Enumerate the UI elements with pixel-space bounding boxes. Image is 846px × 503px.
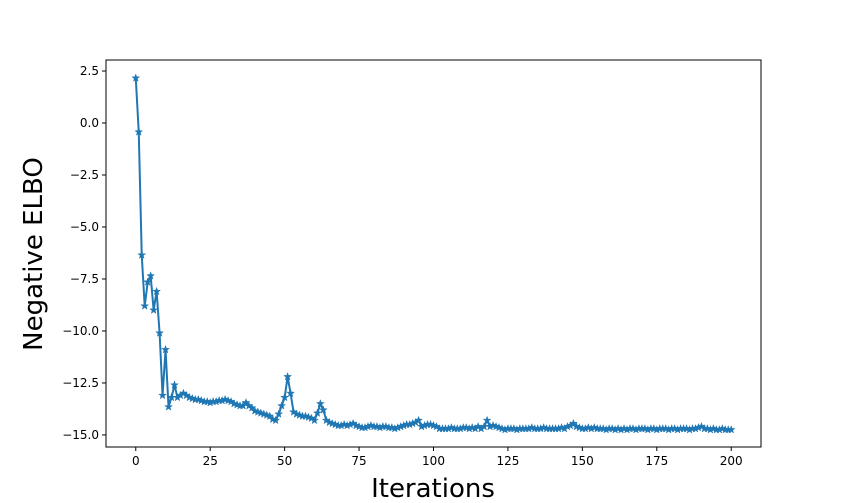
y-tick-label: −7.5: [70, 272, 99, 286]
x-tick-label: 125: [496, 454, 519, 468]
x-tick-label: 75: [351, 454, 366, 468]
y-tick-label: −12.5: [62, 376, 99, 390]
point-marker: [152, 286, 162, 296]
point-marker: [277, 401, 287, 410]
y-tick-label: 2.5: [80, 64, 99, 78]
point-marker: [274, 409, 284, 418]
x-tick-label: 0: [132, 454, 140, 468]
y-tick-label: −15.0: [62, 428, 99, 442]
point-marker: [318, 405, 328, 414]
point-marker: [286, 388, 296, 398]
y-tick-label: −5.0: [70, 220, 99, 234]
plot-frame: [105, 59, 762, 448]
point-marker: [271, 415, 281, 425]
point-marker: [143, 277, 153, 286]
x-tick-label: 50: [277, 454, 292, 468]
x-tick-label: 150: [571, 454, 594, 468]
point-marker: [131, 73, 141, 82]
point-marker: [146, 271, 156, 280]
point-marker: [155, 328, 165, 337]
point-marker: [283, 371, 293, 381]
point-marker: [280, 392, 290, 402]
x-tick-label: 100: [422, 454, 445, 468]
point-marker: [134, 127, 144, 136]
point-marker: [149, 305, 159, 315]
point-marker: [140, 301, 150, 310]
x-axis-label: Iterations: [371, 474, 495, 503]
y-tick-label: −2.5: [70, 168, 99, 182]
point-marker: [726, 424, 736, 434]
point-marker: [315, 398, 325, 408]
x-tick-label: 175: [645, 454, 668, 468]
line: [134, 78, 732, 431]
y-tick-label: 0.0: [80, 116, 99, 130]
point-marker: [309, 415, 319, 425]
point-marker: [137, 250, 147, 259]
x-tick-label: 200: [720, 454, 743, 468]
point-marker: [414, 415, 424, 425]
point-marker: [482, 415, 492, 425]
y-axis-label: Negative ELBO: [19, 157, 49, 351]
point-marker: [312, 408, 322, 417]
y-tick-label: −10.0: [62, 324, 99, 338]
point-marker: [163, 402, 174, 411]
point-marker: [169, 380, 180, 389]
x-tick-label: 25: [203, 454, 218, 468]
point-marker: [158, 390, 168, 400]
point-marker: [161, 344, 171, 354]
